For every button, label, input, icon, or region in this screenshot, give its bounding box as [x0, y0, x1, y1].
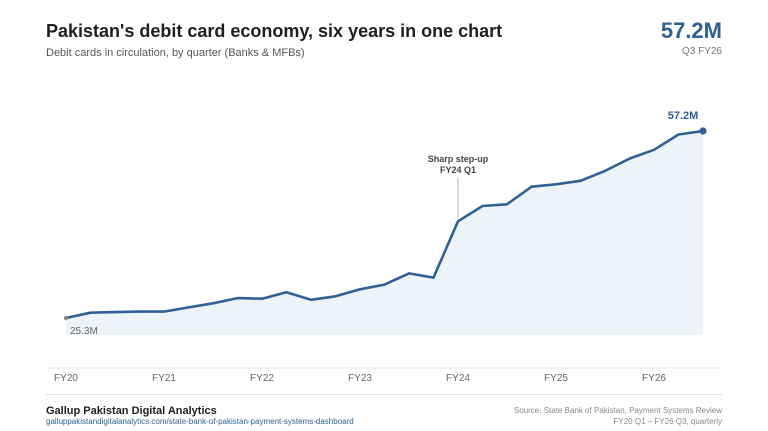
footer-brand: Gallup Pakistan Digital Analytics	[46, 405, 217, 417]
x-tick-label: FY26	[642, 373, 666, 384]
end-value-label: 57.2M	[668, 110, 699, 122]
x-tick-label: FY20	[54, 373, 78, 384]
end-point	[699, 127, 707, 135]
annotation-text: Sharp step-up	[428, 154, 489, 164]
footer-divider	[46, 394, 722, 395]
footer-link[interactable]: galluppakistandigitalanalytics.com/state…	[46, 417, 354, 426]
x-tick-label: FY24	[446, 373, 470, 384]
page-subtitle: Debit cards in circulation, by quarter (…	[46, 47, 305, 59]
chart-marks	[63, 127, 707, 321]
period-note: FY20 Q1 – FY26 Q3, quarterly	[613, 417, 723, 426]
kpi-value: 57.2M	[660, 18, 722, 43]
x-tick-label: FY25	[544, 373, 568, 384]
x-tick-label: FY23	[348, 373, 372, 384]
start-point	[63, 315, 69, 321]
start-value-label: 25.3M	[70, 326, 98, 337]
chart-area-group	[66, 131, 703, 335]
x-axis: FY20 FY21 FY22 FY23 FY24 FY25 FY26	[46, 367, 722, 384]
series-line	[64, 129, 705, 320]
x-tick-label: FY21	[152, 373, 176, 384]
debit-card-chart: FY20 FY21 FY22 FY23 FY24 FY25 FY26 25.3M 57.2M S…	[46, 110, 722, 384]
source-note: Source: State Bank of Pakistan, Payment …	[513, 406, 722, 415]
page-title: Pakistan's debit card economy, six years…	[46, 21, 503, 41]
kpi-label: Q3 FY26	[681, 46, 722, 57]
x-tick-label: FY22	[250, 373, 274, 384]
area-fill	[66, 131, 703, 335]
annotation-text: FY24 Q1	[440, 165, 476, 175]
